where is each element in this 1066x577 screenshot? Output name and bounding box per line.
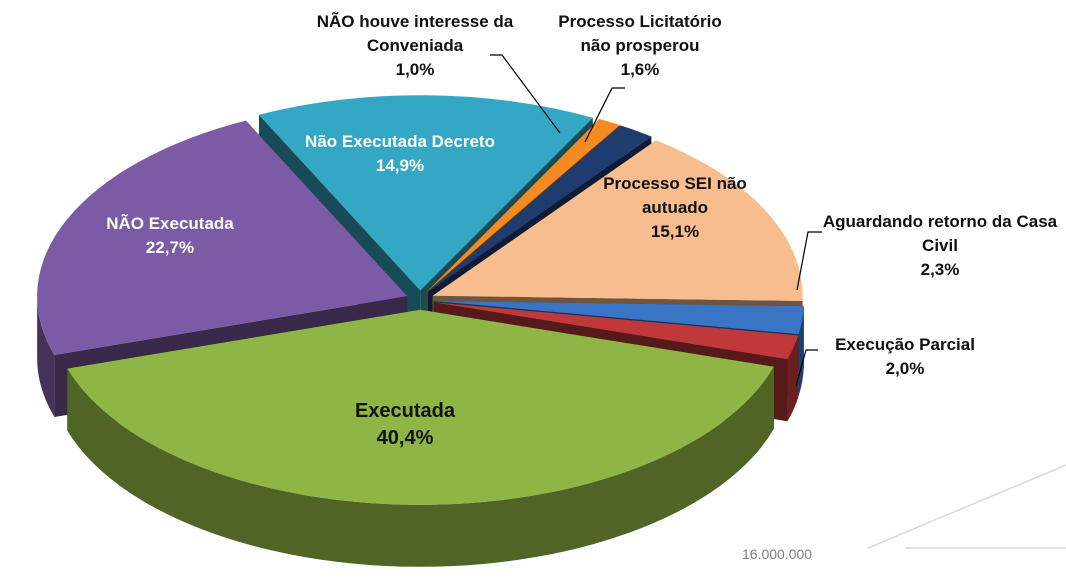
leader-line: [490, 54, 561, 134]
slice: [37, 120, 408, 355]
leader-line: [584, 87, 625, 143]
category-label: Processo Licitatório não prosperou: [558, 12, 722, 55]
value-label: 15,1%: [650, 222, 700, 241]
leader-line: [795, 349, 818, 387]
slice: [432, 140, 803, 301]
slice-label: Processo Licitatório não prosperou 1,6%: [545, 10, 735, 82]
category-label: NÃO Executada: [106, 214, 234, 233]
value-label: 40,4%: [376, 427, 434, 449]
annotation: 16.000.000: [742, 546, 813, 562]
value-label: 14,9%: [375, 156, 425, 175]
slice: [433, 300, 804, 335]
leader-line: [796, 231, 822, 291]
value-label: 1,6%: [620, 60, 660, 79]
axis-line: [867, 464, 1066, 549]
slice-label: Não Executada Decreto 14,9%: [270, 130, 530, 178]
value-label: 2,3%: [920, 260, 960, 279]
category-label: Executada: [354, 400, 456, 422]
value-label: 2,0%: [885, 359, 925, 378]
category-label: Aguardando retorno da Casa Civil: [822, 212, 1058, 255]
slice-side: [37, 296, 55, 417]
category-label: Execução Parcial: [835, 335, 975, 354]
slice: [427, 125, 652, 292]
slice-label: NÃO Executada 22,7%: [70, 212, 270, 260]
slice: [258, 95, 593, 291]
slice-label: NÃO houve interesse da Conveniada 1,0%: [315, 10, 515, 82]
slice-label: Execução Parcial 2,0%: [805, 333, 1005, 381]
category-label: Não Executada Decreto: [305, 132, 495, 151]
slice-side: [67, 366, 774, 567]
value-label: 22,7%: [145, 238, 195, 257]
slice-label: Executada 40,4%: [295, 398, 515, 452]
category-label: NÃO houve interesse da Conveniada: [316, 12, 514, 55]
slice: [67, 309, 774, 505]
value-label: 1,0%: [395, 60, 435, 79]
decoration: [867, 464, 1066, 549]
slice-label: Processo SEI não autuado 15,1%: [588, 172, 763, 244]
slice-side: [787, 335, 799, 422]
category-label: Processo SEI não autuado: [603, 174, 747, 217]
slice: [426, 118, 620, 292]
slice: [433, 302, 799, 360]
slice-label: Aguardando retorno da Casa Civil 2,3%: [815, 210, 1065, 282]
